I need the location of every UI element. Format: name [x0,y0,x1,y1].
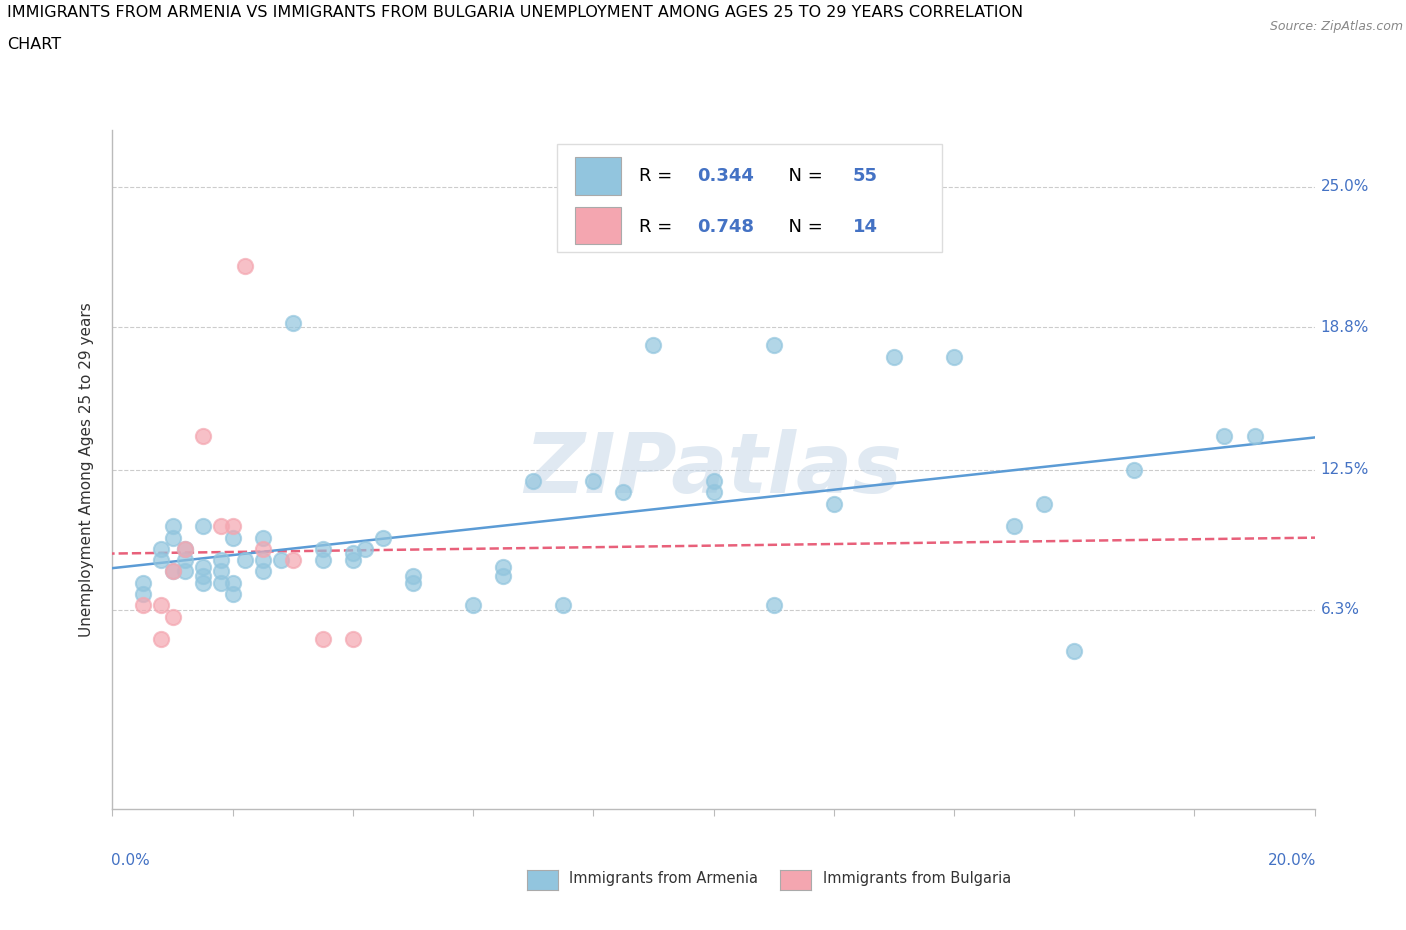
Point [222,587,245,602]
Point [173,541,195,556]
Point [402,576,425,591]
Point [1243,428,1265,444]
Point [312,632,335,647]
Bar [575,157,621,194]
Point [942,349,965,364]
Point [1123,462,1146,477]
Point [233,552,256,567]
Point [173,564,195,578]
Text: 18.8%: 18.8% [1320,320,1369,335]
Point [492,560,515,575]
Point [222,576,245,591]
Point [162,519,184,534]
Text: 20.0%: 20.0% [1267,853,1316,869]
Point [149,598,172,613]
FancyBboxPatch shape [557,144,942,252]
Text: 6.3%: 6.3% [1320,603,1360,618]
Point [342,552,364,567]
Point [1002,519,1025,534]
Point [492,568,515,583]
Point [281,315,304,330]
Point [371,530,394,545]
Point [823,497,845,512]
Text: 25.0%: 25.0% [1320,179,1369,194]
Text: Immigrants from Bulgaria: Immigrants from Bulgaria [823,871,1011,886]
Point [233,259,256,273]
Y-axis label: Unemployment Among Ages 25 to 29 years: Unemployment Among Ages 25 to 29 years [79,302,94,637]
Point [281,552,304,567]
Point [191,560,214,575]
Point [312,552,335,567]
Point [702,485,725,499]
Point [702,473,725,488]
Point [162,564,184,578]
Point [222,519,245,534]
Point [191,568,214,583]
Point [131,587,153,602]
Point [270,552,292,567]
Point [209,519,232,534]
Text: CHART: CHART [7,37,60,52]
Point [762,598,785,613]
Text: R =: R = [638,167,678,185]
Point [461,598,484,613]
Point [149,552,172,567]
Point [131,598,153,613]
Point [342,546,364,561]
Point [643,338,665,352]
Point [131,576,153,591]
Point [1063,644,1085,658]
Text: 0.0%: 0.0% [111,853,150,869]
Text: N =: N = [778,218,828,235]
Text: Source: ZipAtlas.com: Source: ZipAtlas.com [1270,20,1403,33]
Point [191,519,214,534]
Text: Immigrants from Armenia: Immigrants from Armenia [569,871,758,886]
Text: IMMIGRANTS FROM ARMENIA VS IMMIGRANTS FROM BULGARIA UNEMPLOYMENT AMONG AGES 25 T: IMMIGRANTS FROM ARMENIA VS IMMIGRANTS FR… [7,5,1024,20]
Point [191,576,214,591]
Point [342,632,364,647]
Point [762,338,785,352]
Point [149,541,172,556]
Text: 55: 55 [853,167,877,185]
Point [522,473,544,488]
Text: 14: 14 [853,218,877,235]
Bar [575,206,621,245]
Point [173,541,195,556]
Point [209,552,232,567]
Point [252,530,274,545]
Text: R =: R = [638,218,678,235]
Point [209,564,232,578]
Point [612,485,634,499]
Point [209,576,232,591]
Point [883,349,905,364]
Point [252,541,274,556]
Point [252,564,274,578]
Text: 0.748: 0.748 [697,218,754,235]
Text: 0.344: 0.344 [697,167,754,185]
Point [252,552,274,567]
Point [191,428,214,444]
Point [402,568,425,583]
Point [162,530,184,545]
Point [149,632,172,647]
Text: N =: N = [778,167,828,185]
Point [162,564,184,578]
Text: 12.5%: 12.5% [1320,462,1369,477]
Text: ZIPatlas: ZIPatlas [524,429,903,511]
Point [354,541,377,556]
Point [553,598,575,613]
Point [582,473,605,488]
Point [222,530,245,545]
Point [162,609,184,624]
Point [1213,428,1236,444]
Point [312,541,335,556]
Point [1033,497,1056,512]
Point [173,552,195,567]
